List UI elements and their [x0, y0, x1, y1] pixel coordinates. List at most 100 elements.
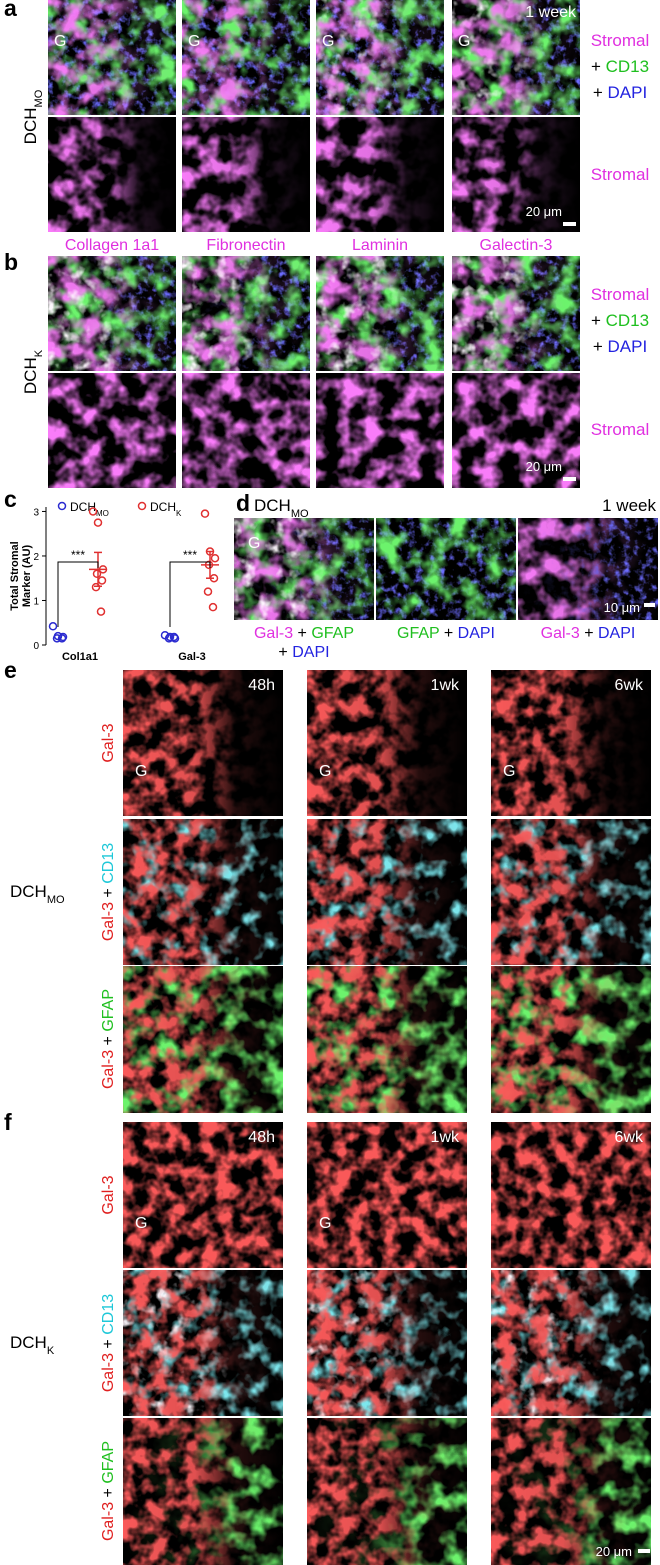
channel-label: Gal-3 — [100, 1175, 117, 1214]
label-part: CD13 — [606, 57, 649, 76]
data-point — [169, 632, 179, 642]
channel-label: + DAPI — [593, 83, 647, 102]
label-part: + — [439, 625, 457, 642]
region-label: G — [135, 763, 147, 780]
scale-bar-label: 20 μm — [526, 459, 562, 474]
label-part: Stromal — [591, 31, 650, 50]
scale-bar-label: 20 μm — [526, 204, 562, 219]
region-label: G — [135, 1215, 147, 1232]
significance-bracket — [57, 561, 99, 627]
group-name: DCH — [254, 496, 291, 515]
group-label: DCHK — [10, 1333, 55, 1357]
y-tick-label: 1 — [33, 596, 39, 607]
panel-letter: e — [4, 657, 17, 683]
data-point — [208, 602, 218, 612]
column-label: Laminin — [352, 237, 408, 254]
label-part: + — [278, 644, 292, 661]
micrograph-layer — [316, 373, 444, 488]
micrograph-layer — [48, 373, 176, 488]
micrograph-layer — [316, 256, 444, 371]
channel-label: Gal-3 + CD13 — [100, 1294, 117, 1392]
micrograph-layer — [491, 1270, 651, 1416]
micrograph-layer — [491, 1418, 651, 1565]
micrograph-layer — [376, 518, 516, 620]
scale-bar — [563, 222, 576, 226]
channel-label: Stromal — [591, 165, 650, 184]
label-part: DAPI — [607, 83, 647, 102]
time-label: 1 week — [525, 4, 577, 21]
label-part: Gal-3 — [100, 1175, 117, 1214]
micrograph-layer — [48, 256, 176, 371]
region-label: G — [319, 1215, 331, 1232]
channel-label: Gal-3 + GFAP — [100, 1441, 117, 1541]
channel-label: Gal-3 + DAPI — [541, 625, 636, 642]
micrograph-layer — [182, 256, 310, 371]
data-point — [52, 634, 62, 643]
group-name: DCH — [10, 882, 47, 901]
data-point — [203, 587, 213, 596]
micrograph-layer — [123, 1418, 283, 1565]
micrograph-layer — [123, 966, 283, 1113]
micrograph-layer — [234, 518, 374, 620]
micrograph-layer — [316, 117, 444, 232]
data-point — [58, 632, 68, 642]
data-point — [88, 507, 98, 516]
micrograph-layer — [123, 819, 283, 965]
label-part: DAPI — [607, 337, 647, 356]
column-label: Galectin-3 — [480, 237, 553, 254]
micrograph-layer — [307, 1418, 467, 1565]
data-point — [92, 569, 102, 579]
label-part: Stromal — [591, 165, 650, 184]
label-part: + — [580, 625, 598, 642]
scale-bar — [563, 477, 576, 481]
micrograph-layer — [123, 1122, 283, 1268]
label-part: + — [100, 1032, 117, 1050]
legend-name: DCH — [150, 500, 176, 514]
region-label: G — [248, 535, 260, 552]
micrograph-layer — [491, 1122, 651, 1268]
label-part: GFAP — [100, 1441, 117, 1484]
micrograph-layer — [452, 117, 580, 232]
data-point — [210, 553, 220, 563]
micrograph-layer — [123, 1270, 283, 1416]
channel-label: Stromal — [591, 31, 650, 50]
column-label: Collagen 1a1 — [65, 237, 159, 254]
label-part: Stromal — [591, 420, 650, 439]
region-label: G — [188, 33, 200, 50]
group-sub: MO — [33, 89, 45, 107]
y-axis-label: Total Stromal — [9, 541, 21, 610]
panel-letter: b — [4, 249, 18, 275]
micrograph-layer — [48, 0, 176, 115]
time-label: 48h — [248, 677, 275, 694]
micrograph-layer — [182, 0, 310, 115]
y-tick-label: 3 — [33, 507, 39, 518]
column-label: Fibronectin — [206, 237, 285, 254]
micrograph-layer — [123, 670, 283, 816]
group-label: DCHMO — [254, 496, 309, 520]
panel-letter: a — [4, 0, 17, 21]
label-part: Gal-3 — [254, 625, 293, 642]
micrograph-layer — [452, 256, 580, 371]
label-part: + — [100, 1484, 117, 1502]
channel-label: + DAPI — [278, 644, 329, 661]
region-label: G — [458, 33, 470, 50]
group-label: DCHMO — [10, 882, 65, 906]
data-point — [165, 632, 175, 642]
scale-bar-label: 10 μm — [604, 600, 640, 615]
group-sub: MO — [47, 894, 65, 906]
label-part: Gal-3 — [100, 723, 117, 762]
channel-label: Stromal — [591, 285, 650, 304]
label-part: + — [293, 625, 311, 642]
data-point — [200, 509, 210, 518]
legend-marker — [57, 501, 67, 511]
y-tick-label: 0 — [33, 641, 39, 652]
scale-bar-label: 20 μm — [596, 1544, 632, 1559]
time-label: 6wk — [615, 1129, 644, 1146]
group-name: DCH — [21, 357, 40, 394]
panel-letter: c — [4, 486, 17, 512]
group-sub: MO — [291, 508, 309, 520]
significance-label: *** — [183, 548, 197, 562]
region-label: G — [319, 763, 331, 780]
group-name: DCH — [10, 1333, 47, 1352]
